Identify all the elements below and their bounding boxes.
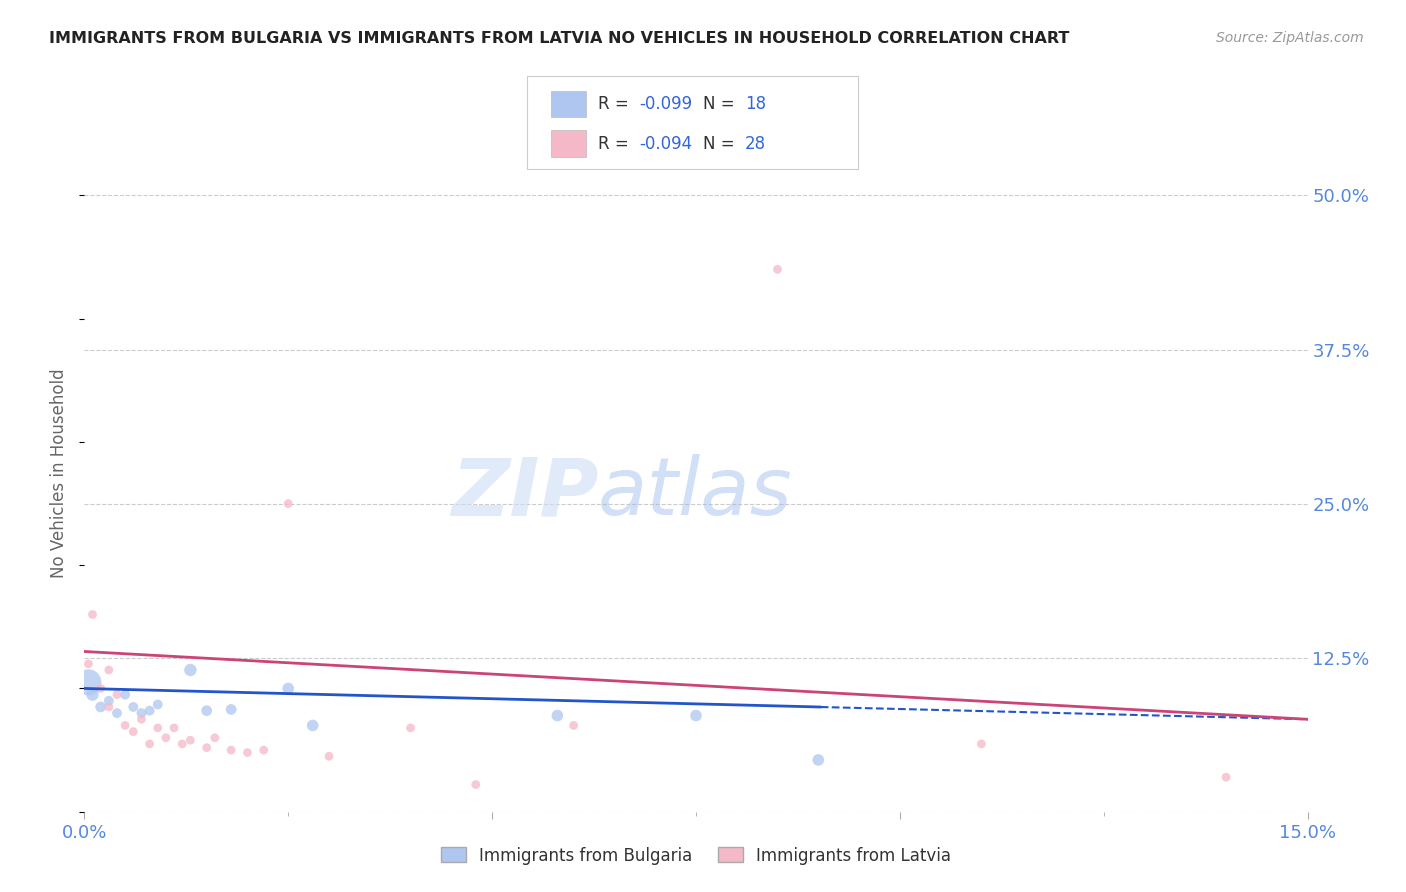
Text: atlas: atlas bbox=[598, 454, 793, 533]
Point bbox=[685, 708, 707, 723]
Point bbox=[253, 743, 276, 757]
Point bbox=[970, 737, 993, 751]
Text: IMMIGRANTS FROM BULGARIA VS IMMIGRANTS FROM LATVIA NO VEHICLES IN HOUSEHOLD CORR: IMMIGRANTS FROM BULGARIA VS IMMIGRANTS F… bbox=[49, 31, 1070, 46]
Point bbox=[131, 706, 153, 720]
Point bbox=[90, 681, 112, 696]
Point bbox=[204, 731, 226, 745]
Point bbox=[122, 700, 145, 714]
Text: 28: 28 bbox=[745, 135, 766, 153]
Point bbox=[318, 749, 340, 764]
Text: -0.099: -0.099 bbox=[640, 95, 693, 113]
Point bbox=[172, 737, 194, 751]
Text: N =: N = bbox=[703, 135, 740, 153]
Point bbox=[122, 724, 145, 739]
Point bbox=[236, 746, 259, 760]
Point bbox=[97, 663, 120, 677]
Point bbox=[97, 694, 120, 708]
Point bbox=[105, 688, 128, 702]
Point bbox=[464, 778, 486, 792]
Point bbox=[277, 497, 299, 511]
Text: -0.094: -0.094 bbox=[640, 135, 693, 153]
Point bbox=[277, 681, 299, 696]
Point bbox=[131, 712, 153, 726]
Point bbox=[82, 688, 104, 702]
Point bbox=[195, 704, 218, 718]
Point bbox=[114, 718, 136, 732]
Point bbox=[77, 657, 100, 671]
Text: N =: N = bbox=[703, 95, 740, 113]
Point bbox=[138, 704, 160, 718]
Point bbox=[77, 675, 100, 690]
Point bbox=[163, 721, 186, 735]
Point bbox=[219, 743, 242, 757]
Point bbox=[155, 731, 177, 745]
Point bbox=[90, 700, 112, 714]
Point bbox=[399, 721, 422, 735]
Point bbox=[766, 262, 789, 277]
Point bbox=[219, 702, 242, 716]
Point bbox=[114, 688, 136, 702]
Point bbox=[179, 663, 201, 677]
Legend: Immigrants from Bulgaria, Immigrants from Latvia: Immigrants from Bulgaria, Immigrants fro… bbox=[434, 840, 957, 871]
Text: R =: R = bbox=[598, 95, 634, 113]
Text: R =: R = bbox=[598, 135, 634, 153]
Point bbox=[179, 733, 201, 747]
Y-axis label: No Vehicles in Household: No Vehicles in Household bbox=[51, 368, 69, 578]
Point bbox=[146, 698, 169, 712]
Point bbox=[97, 700, 120, 714]
Point bbox=[1215, 770, 1237, 784]
Text: ZIP: ZIP bbox=[451, 454, 598, 533]
Point bbox=[301, 718, 323, 732]
Point bbox=[195, 740, 218, 755]
Point bbox=[146, 721, 169, 735]
Point bbox=[82, 607, 104, 622]
Point bbox=[105, 706, 128, 720]
Text: Source: ZipAtlas.com: Source: ZipAtlas.com bbox=[1216, 31, 1364, 45]
Text: 18: 18 bbox=[745, 95, 766, 113]
Point bbox=[807, 753, 830, 767]
Point bbox=[138, 737, 160, 751]
Point bbox=[562, 718, 585, 732]
Point bbox=[546, 708, 568, 723]
